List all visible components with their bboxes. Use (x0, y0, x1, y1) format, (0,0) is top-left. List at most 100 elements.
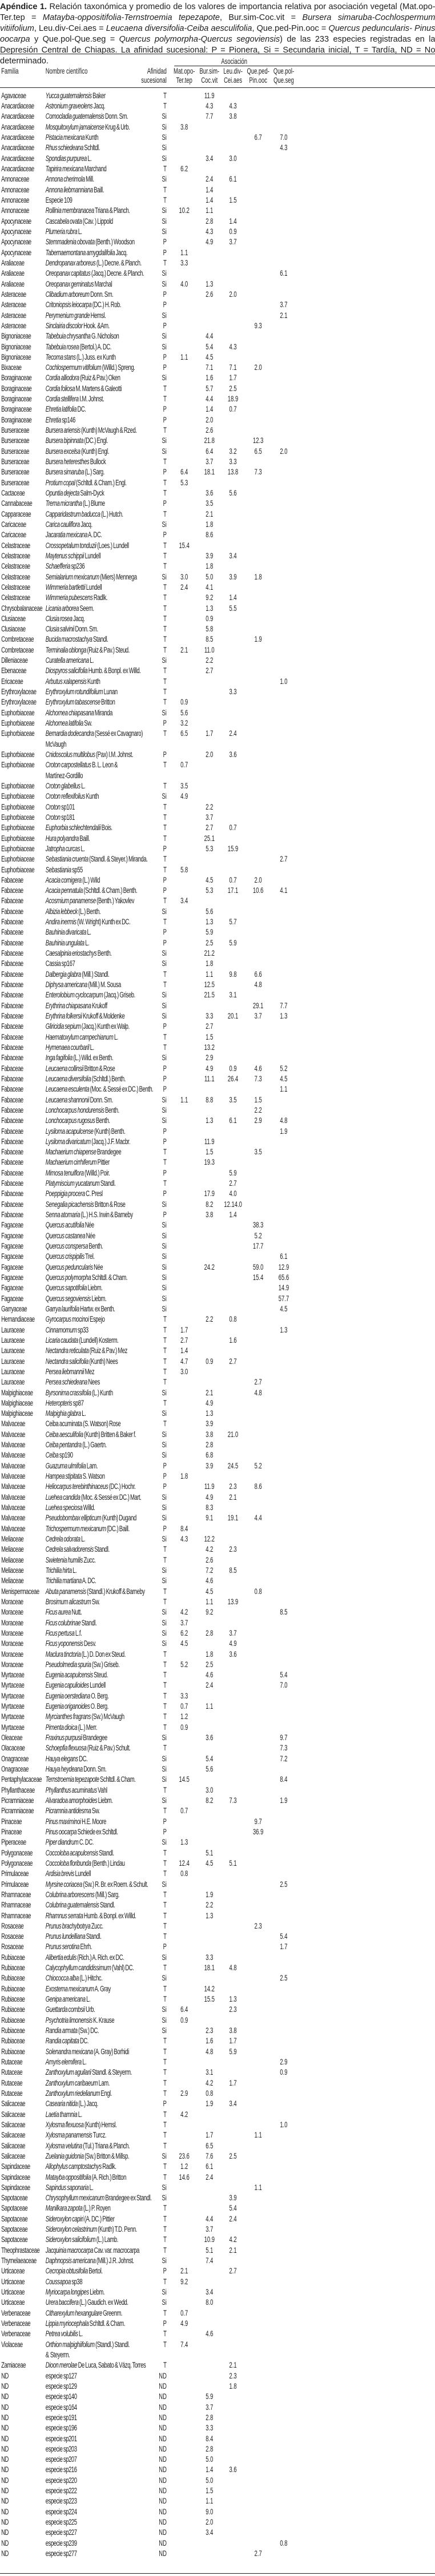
table-row: ND especie sp201 ND 8.4 (0, 2434, 435, 2444)
family-cell: Celastraceae (1, 572, 30, 581)
importance-value-cell: 0.8 (180, 1869, 188, 1878)
successional-affinity-cell: T (163, 2162, 167, 2171)
scientific-name-cell: Leucaena esculenta (Moc. & Sessé ex DC.)… (46, 1084, 154, 1094)
genus-species-italic: Bauhinia ungulata (45, 938, 84, 947)
scientific-name-cell: Bauhinia divaricata L. (46, 927, 91, 937)
author-text: O. Berg. (90, 1702, 109, 1711)
successional-affinity-cell: ND (159, 2476, 167, 2485)
genus-species-italic: Alchornea latifolia (45, 719, 83, 728)
successional-affinity-cell: T (163, 1995, 167, 2004)
family-cell: Myrtaceae (1, 1681, 25, 1690)
importance-value-cell: 1.7 (280, 1942, 288, 1951)
successional-affinity-cell: Si (162, 436, 167, 445)
table-row: Anacardiaceae Mosquitoxylum jamaicense Kr… (0, 122, 435, 132)
scientific-name-cell: Zanthoxylum caribaeum Lam. (46, 2078, 110, 2088)
author-text: Cassia sp167 (45, 959, 75, 968)
successional-affinity-cell: P (163, 321, 167, 330)
scientific-name-cell: Ternstroemia tepezapote Schltdl. & Cham. (46, 1774, 136, 1785)
genus-species-italic: Quercus castanea (45, 1231, 86, 1240)
table-row: Anacardiaceae Tapirira mexicana Marchand T… (0, 164, 435, 174)
table-row: Ebenaceae Diospyros salicifolia Humb. & B… (0, 666, 435, 676)
scientific-name-cell: Tapirira mexicana Marchand (46, 164, 107, 174)
importance-value-cell: 4.3 (206, 102, 214, 111)
successional-affinity-cell: Si (162, 572, 167, 581)
importance-value-cell: 3.0 (180, 1367, 188, 1376)
family-cell: Araliaceae (1, 258, 25, 267)
genus-species-italic: Prunus brachybotrya (45, 1921, 91, 1930)
successional-affinity-cell: P (163, 499, 167, 508)
scientific-name-cell: Cordia foliosa M. Martens & Galeotti (46, 384, 122, 394)
scientific-name-cell: Myrsine coriacea (Sw.) R. Br. ex Roem. &… (46, 1879, 148, 1890)
table-row: Euphorbiaceae Bernardia dodecandra (Sessé… (0, 728, 435, 748)
genus-species-italic: Hymenaea courbaril (45, 1043, 90, 1052)
importance-value-cell: 3.4 (206, 154, 214, 163)
importance-value-cell: 3.6 (206, 1733, 214, 1742)
table-row: ND especie sp223 ND 1.1 (0, 2496, 435, 2506)
successional-affinity-cell: T (163, 1702, 167, 1711)
successional-affinity-cell: ND (159, 2413, 167, 2422)
family-cell: Myrtaceae (1, 1712, 25, 1721)
table-row: Fabaceae Lonchocarpus rugosus Benth. Si 1.3… (0, 1116, 435, 1126)
table-row: Annonaceae Rollinia membranacea Triana & … (0, 206, 435, 216)
genus-species-italic: Platymiscium yucatanum (45, 1179, 100, 1188)
importance-value-cell: 11.9 (204, 1482, 215, 1491)
importance-value-cell: 1.9 (280, 1796, 288, 1805)
scientific-name-cell: Poeppigia procera C. Presl (46, 1189, 103, 1199)
table-row: Myrtaceae Eugenia origanoides O. Berg. T 0.… (0, 1701, 435, 1712)
scientific-name-cell: especie sp191 (46, 2413, 77, 2423)
table-caption: Apéndice 1. Relación taxonómica y promed… (0, 1, 435, 66)
family-cell: Combretaceae (1, 645, 34, 654)
family-cell: Malpighiaceae (1, 1409, 33, 1418)
importance-value-cell: 2.9 (254, 1116, 262, 1125)
genus-species-italic: Caesalpinia eriostachys (45, 949, 97, 958)
scientific-name-cell: Quercus segoviensis Liebm. (46, 1294, 107, 1304)
author-text: Pittier (97, 1158, 110, 1167)
genus-species-italic: Calycophyllum candidissimum (45, 1963, 111, 1973)
family-cell: Lauraceae (1, 1346, 25, 1355)
scientific-name-cell: Cedrela salvadorensis Standl. (46, 1544, 110, 1555)
author-text: Marchand (84, 164, 107, 174)
scientific-name-cell: Ceiba sp190 (46, 1450, 73, 1460)
scientific-name-cell: Yucca guatemalensis Baker (46, 91, 106, 101)
scientific-name-cell: Cordia alliodora (Ruiz & Pav.) Oken (46, 373, 120, 383)
importance-value-cell: 0.8 (206, 2088, 214, 2098)
scientific-name-cell: Ardisia brevis Lundell (46, 1869, 91, 1879)
table-row: Malvaceae Luehea candida (Moc. & Sessé ex… (0, 1492, 435, 1503)
successional-affinity-cell: T (163, 2172, 167, 2181)
genus-species-italic: Croton carpostellatus (45, 760, 91, 770)
scientific-name-cell: Swietenia humilis Zucc. (46, 1555, 96, 1565)
genus-species-italic: Lonchocarpus hondurensis (45, 1105, 104, 1114)
scientific-name-cell: Randia capitata DC. (46, 2036, 89, 2046)
scientific-name-cell: Ficus yoponensis Desv. (46, 1639, 96, 1649)
table-row: ND especie sp164 ND 3.7 (0, 2402, 435, 2413)
author-text: (Willd.) Spreng. (102, 363, 135, 372)
family-cell: Rubiaceae (1, 2047, 25, 2056)
importance-value-cell: 5.6 (206, 907, 214, 916)
table-row: Fabaceae Lonchocarpus hondurensis Benth. S… (0, 1105, 435, 1116)
successional-affinity-cell: T (163, 1744, 167, 1753)
genus-species-italic: Bursera ariensis (45, 426, 80, 435)
importance-value-cell: 20.1 (227, 1012, 239, 1020)
family-cell: Fagaceae (1, 1283, 23, 1293)
scientific-name-cell: Luehea speciosa Willd. (46, 1503, 95, 1513)
successional-affinity-cell: T (163, 478, 167, 487)
author-text: Schltdl. & Cham. (100, 1775, 136, 1784)
successional-affinity-cell: Si (162, 1733, 167, 1742)
family-cell: Rhamnaceae (1, 1911, 31, 1920)
table-row: Malvaceae Pseudobombax ellipticum (Kunth)… (0, 1513, 435, 1523)
table-row: Burseraceae Bursera simaruba (L.) Sarg. P 6… (0, 467, 435, 477)
successional-affinity-cell: T (163, 551, 167, 560)
author-text: especie sp140 (45, 2392, 77, 2401)
scientific-name-cell: Jacaratia mexicana A. DC. (46, 530, 102, 540)
importance-value-cell: 4.6 (206, 1671, 214, 1680)
family-cell: Fabaceae (1, 1105, 23, 1114)
importance-value-cell: 5.9 (206, 928, 214, 937)
table-row: Verbenaceae Citharexylum hexangulare Gree… (0, 2308, 435, 2319)
author-text: (L.) P. Royen (83, 2204, 111, 2213)
author-text: (Standl.) Krukoff & Barneby (87, 1587, 145, 1596)
nombre-header: Nombre científico (45, 67, 88, 75)
genus-species-italic: Zanthoxylum riedelianum (45, 2088, 100, 2098)
successional-affinity-cell: P (163, 1085, 167, 1094)
table-row: Myrtaceae Myrcianthes fragrans (Sw.) McVa… (0, 1712, 435, 1722)
author-text: (L.) Hutch. (100, 509, 123, 518)
